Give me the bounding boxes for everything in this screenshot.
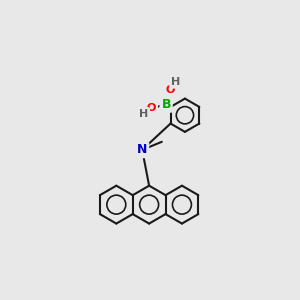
Text: H: H — [139, 109, 148, 119]
Text: O: O — [165, 85, 175, 95]
Text: H: H — [171, 77, 180, 87]
Text: N: N — [137, 143, 147, 156]
Text: O: O — [147, 103, 156, 113]
Text: B: B — [161, 98, 171, 111]
